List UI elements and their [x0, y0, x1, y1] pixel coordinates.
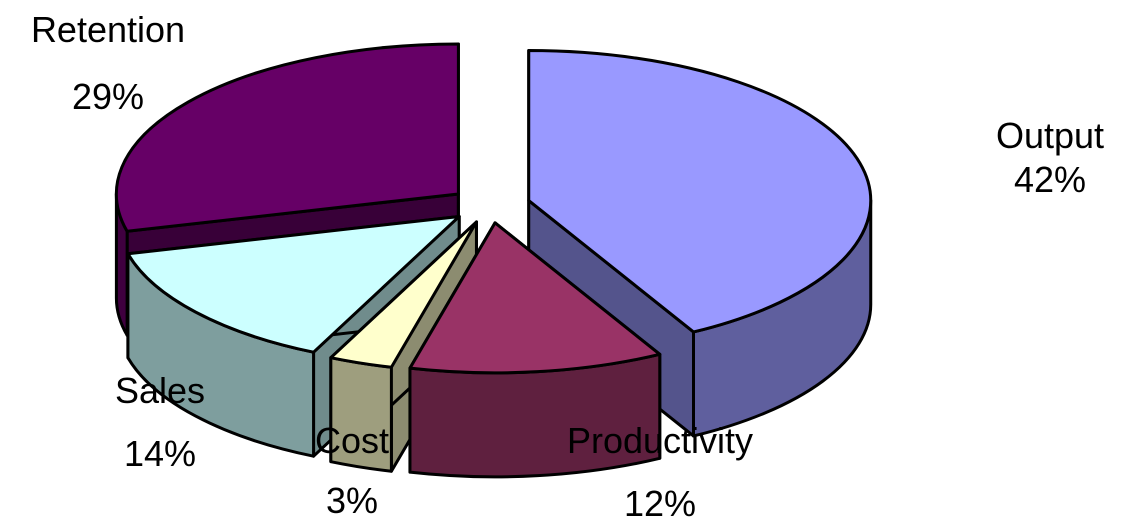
- slice-label-productivity-value: 12%: [624, 483, 696, 523]
- slice-output-top: [527, 49, 873, 334]
- slice-label-retention-value: 29%: [72, 76, 144, 117]
- slice-sales-top: [126, 214, 461, 354]
- slice-label-output-value: 42%: [1014, 159, 1086, 200]
- slice-cost-top: [329, 220, 478, 369]
- slice-retention-top: [114, 42, 460, 233]
- labels-layer: Output 42% Retention 29% Sales 14% Cost …: [31, 9, 1104, 523]
- slice-label-sales-value: 14%: [124, 433, 196, 474]
- slice-label-output-name: Output: [996, 115, 1104, 156]
- slice-label-cost-name: Cost: [315, 420, 389, 461]
- slice-label-sales-name: Sales: [115, 370, 205, 411]
- slice-label-cost-value: 3%: [326, 480, 378, 521]
- slice-label-retention-name: Retention: [31, 9, 185, 50]
- slices-layer: [114, 42, 873, 479]
- slice-productivity-top: [408, 221, 662, 375]
- slice-label-productivity-name: Productivity: [567, 420, 753, 461]
- slice-productivity: [408, 221, 662, 479]
